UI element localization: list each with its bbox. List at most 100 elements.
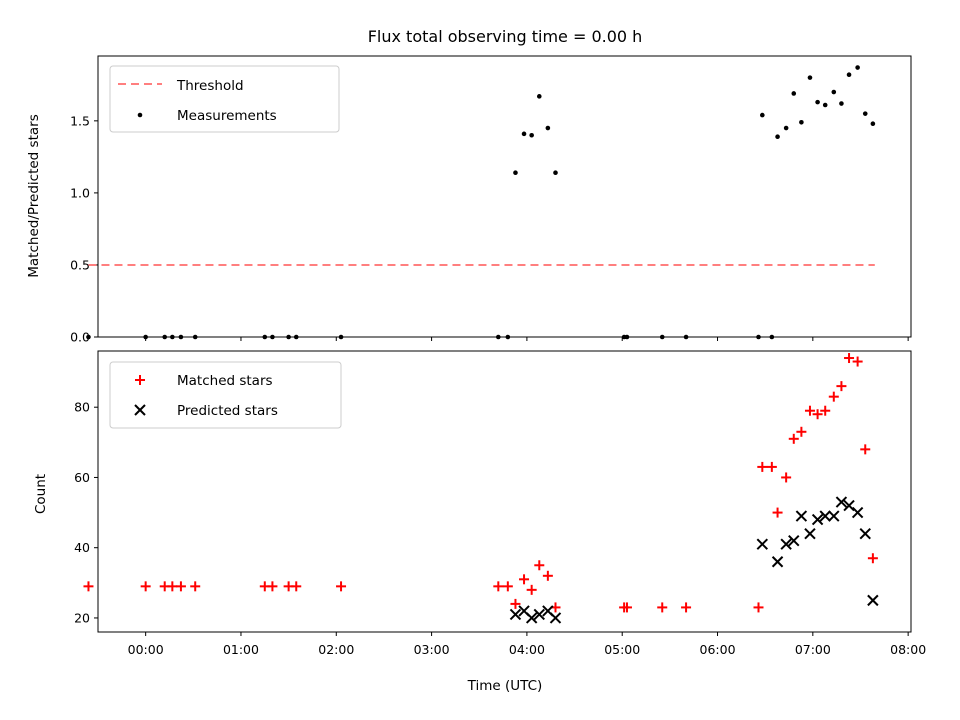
measurement-point (760, 112, 765, 118)
top-panel-title: Flux total observing time = 0.00 h (368, 27, 643, 46)
legend-frame (109, 65, 340, 133)
legend-matched-label: Matched stars (177, 373, 273, 389)
predicted-star-point (835, 496, 848, 508)
matched-star-point (772, 507, 783, 518)
matched-star-point (781, 472, 792, 483)
measurement-point (807, 75, 813, 80)
matched-star-point (820, 405, 831, 416)
predicted-star-point (780, 538, 792, 550)
measurement-point (791, 91, 797, 96)
predicted-star-point (843, 499, 855, 512)
measurement-point (822, 102, 828, 108)
axes-frame (97, 55, 912, 338)
matched-star-point (796, 426, 807, 437)
measurement-point (870, 121, 876, 127)
predicted-star-point (525, 612, 538, 624)
legend-frame (109, 361, 342, 429)
matched-star-point (766, 461, 777, 472)
measurement-point (513, 170, 518, 176)
matched-star-point (788, 433, 799, 444)
x-tick-label: 07:00 (795, 642, 831, 657)
measurement-point (839, 101, 844, 106)
matched-star-point (493, 581, 504, 592)
matched-star-point (757, 461, 768, 472)
top-panel-legend: Threshold Measurements (109, 65, 340, 133)
matched-star-point (812, 409, 823, 420)
matched-star-point (267, 581, 278, 592)
predicted-star-point (859, 527, 871, 540)
top-panel-ylabel: Matched/Predicted stars (26, 114, 42, 277)
predicted-star-point (867, 594, 879, 607)
series-layer (83, 353, 879, 624)
x-tick-label: 08:00 (890, 642, 926, 657)
x-axis-label: Time (UTC) (467, 678, 543, 694)
matched-star-point (542, 570, 553, 581)
measurement-point (815, 99, 820, 105)
matched-star-point (140, 581, 151, 592)
measurement-point (855, 65, 860, 70)
measurement-point (553, 170, 558, 176)
measurement-point (831, 89, 837, 95)
measurement-point (846, 72, 852, 78)
legend-predicted-label: Predicted stars (177, 403, 278, 419)
predicted-star-point (804, 527, 816, 540)
matched-star-point (621, 602, 632, 613)
matched-star-point (291, 581, 302, 592)
legend-dot (137, 112, 143, 118)
measurement-point (536, 94, 542, 99)
matched-star-point (836, 381, 847, 392)
predicted-star-point (795, 510, 808, 522)
predicted-star-point (549, 612, 562, 624)
legend-matched-marker (135, 375, 145, 385)
y-tick-label: 0.0 (70, 330, 90, 345)
matched-star-point (502, 581, 513, 592)
matched-star-point (657, 602, 668, 613)
y-tick-label: 1.5 (70, 113, 90, 128)
predicted-star-point (788, 534, 800, 547)
measurement-point (86, 334, 91, 340)
measurement-point (545, 125, 551, 131)
matched-star-point (167, 581, 178, 592)
legend-plus (135, 375, 145, 385)
y-tick-label: 20 (74, 610, 90, 625)
legend-threshold-label: Threshold (176, 78, 244, 94)
matched-star-point (844, 353, 855, 364)
x-tick-label: 05:00 (604, 642, 640, 657)
x-tick-label: 02:00 (318, 642, 354, 657)
bottom-panel-legend: Matched stars Predicted stars (109, 361, 342, 429)
matched-star-point (681, 602, 692, 613)
x-tick-label: 06:00 (700, 642, 736, 657)
predicted-star-point (533, 608, 545, 621)
y-tick-label: 1.0 (70, 185, 90, 200)
matched-star-point (510, 598, 521, 609)
predicted-star-point (771, 556, 784, 568)
y-tick-label: 0.5 (70, 257, 90, 272)
y-tick-label: 40 (74, 540, 90, 555)
y-tick-label: 80 (74, 400, 90, 415)
matched-star-point (526, 584, 537, 595)
predicted-star-point (851, 506, 864, 519)
bottom-panel-ylabel: Count (33, 474, 49, 514)
matched-star-point (336, 581, 347, 592)
measurement-point (775, 134, 780, 139)
measurement-point (521, 131, 527, 137)
predicted-star-point (819, 510, 831, 522)
legend-x (134, 404, 146, 416)
predicted-star-point (509, 608, 522, 621)
y-tick-label: 60 (74, 470, 90, 485)
axes-frame (97, 350, 912, 633)
matched-star-point (828, 391, 839, 402)
matched-star-point (867, 553, 878, 564)
measurement-point (799, 119, 804, 125)
x-tick-label: 01:00 (223, 642, 259, 657)
x-tick-label: 00:00 (128, 642, 164, 657)
legend-measurements-marker (137, 112, 143, 118)
measurement-point (862, 111, 868, 116)
matched-star-point (519, 574, 530, 585)
x-tick-label: 04:00 (509, 642, 545, 657)
measurement-point (783, 125, 789, 131)
predicted-star-point (811, 513, 824, 526)
matched-star-point (534, 560, 545, 571)
legend-predicted-marker (134, 404, 146, 416)
